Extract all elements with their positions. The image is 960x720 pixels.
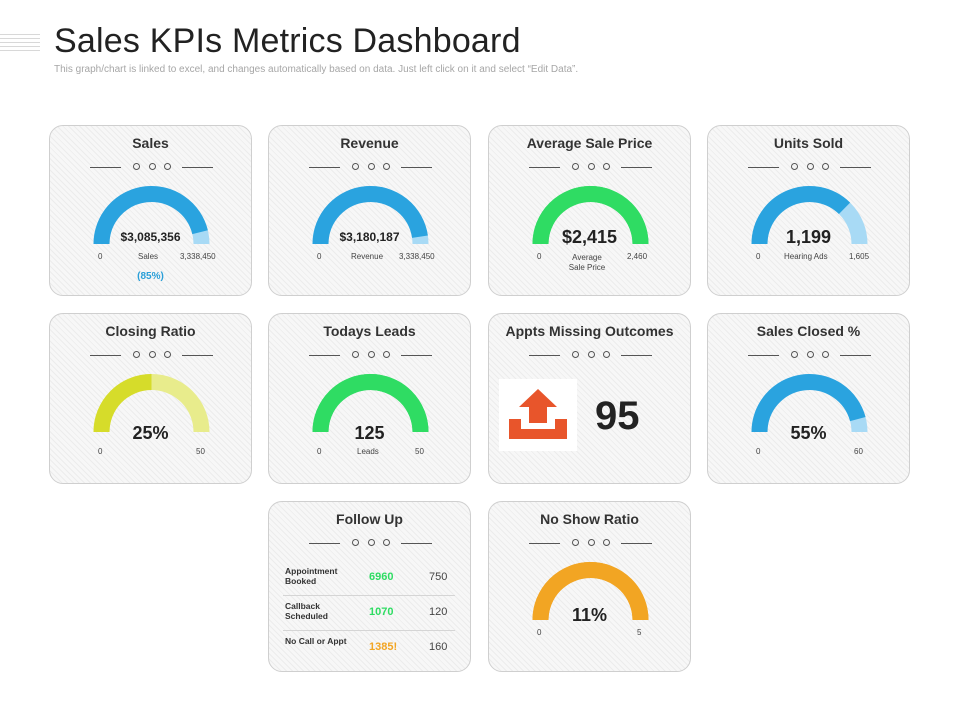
card-follow-up[interactable]: Follow Up Appointment Booked 6960 750 Ca… [268, 501, 471, 672]
row-label: Callback Scheduled [285, 601, 328, 621]
gauge-fill [751, 186, 851, 245]
card-title: Average Sale Price [526, 135, 653, 151]
todays-leads-value: 125 [354, 423, 385, 443]
gauge-fill [312, 186, 428, 245]
appts-missing-value: 95 [595, 394, 640, 438]
row-label: No Call or Appt [285, 636, 347, 646]
no-show-ratio-value: 11% [571, 605, 608, 625]
sales-closed-value: 55% [790, 423, 827, 443]
gauge-max-label: 60 [854, 447, 863, 456]
closing-ratio-gauge[interactable] [90, 372, 213, 434]
row-target: 160 [429, 641, 448, 653]
gauge-max-label: 3,338,450 [180, 252, 216, 261]
decorative-lines [0, 34, 40, 54]
card-revenue[interactable]: Revenue $3,180,187 0 Revenue 3,338,450 [268, 125, 471, 296]
gauge-mid-line-1: Average [572, 253, 602, 262]
card-divider [748, 351, 871, 361]
todays-leads-gauge[interactable] [309, 372, 432, 434]
gauge-mid-label: Average Sale Price [565, 253, 609, 273]
row-target: 750 [429, 571, 448, 583]
closing-ratio-value: 25% [132, 423, 169, 443]
card-appts-missing-outcomes[interactable]: Appts Missing Outcomes 95 [488, 313, 691, 484]
card-divider [90, 351, 213, 361]
card-average-sale-price[interactable]: Average Sale Price $2,415 0 Average Sale… [488, 125, 691, 296]
sales-closed-gauge[interactable] [748, 372, 871, 434]
page-subtitle: This graph/chart is linked to excel, and… [54, 64, 579, 75]
avg-sale-price-value: $2,415 [561, 227, 618, 247]
gauge-max-label: 1,605 [849, 252, 870, 261]
gauge-min-label: 0 [98, 447, 103, 456]
tray-shape [509, 419, 567, 439]
card-closing-ratio[interactable]: Closing Ratio 25% 0 50 [49, 313, 252, 484]
card-units-sold[interactable]: Units Sold 1,199 0 Hearing Ads 1,605 [707, 125, 910, 296]
card-sales-closed[interactable]: Sales Closed % 55% 0 60 [707, 313, 910, 484]
units-sold-value: 1,199 [785, 227, 832, 247]
card-title: Sales Closed % [756, 323, 861, 339]
gauge-min-label: 0 [537, 252, 542, 261]
gauge-mid-label: Leads [357, 447, 379, 456]
gauge-max-label: 3,338,450 [399, 252, 435, 261]
card-title: Todays Leads [323, 323, 416, 339]
revenue-gauge[interactable] [309, 184, 432, 246]
card-title: Follow Up [336, 511, 403, 527]
gauge-fill [532, 562, 649, 621]
card-sales[interactable]: Sales $3,085,356 0 Sales 3,338,450 (85%) [49, 125, 252, 296]
gauge-mid-line-2: Sale Price [568, 263, 606, 272]
gauge-fill [93, 374, 152, 433]
gauge-max-label: 2,460 [627, 252, 648, 261]
units-sold-gauge[interactable] [748, 184, 871, 246]
gauge-min-label: 0 [756, 252, 761, 261]
gauge-min-label: 0 [98, 252, 103, 261]
card-divider [529, 351, 652, 361]
card-title: Closing Ratio [105, 323, 196, 339]
card-divider [529, 539, 652, 549]
row-value: 6960 [369, 571, 394, 583]
row-target: 120 [429, 606, 448, 618]
card-divider [309, 539, 432, 549]
gauge-fill [312, 374, 429, 433]
gauge-mid-label: Sales [138, 252, 159, 261]
gauge-fill [532, 186, 649, 245]
card-divider [309, 351, 432, 361]
upload-tray-icon [499, 379, 577, 451]
gauge-max-label: 50 [415, 447, 424, 456]
gauge-fill [751, 374, 866, 433]
card-no-show-ratio[interactable]: No Show Ratio 11% 0 5 [488, 501, 691, 672]
table-row: Appointment Booked 6960 750 [283, 561, 455, 596]
card-title: Revenue [340, 135, 399, 151]
card-divider [748, 163, 871, 173]
card-title: Units Sold [773, 135, 844, 151]
avg-sale-price-gauge[interactable] [529, 184, 652, 246]
follow-up-table: Appointment Booked 6960 750 Callback Sch… [283, 561, 455, 665]
card-todays-leads[interactable]: Todays Leads 125 0 Leads 50 [268, 313, 471, 484]
card-title: Appts Missing Outcomes [505, 323, 674, 339]
no-show-ratio-gauge[interactable] [529, 560, 652, 622]
table-row: No Call or Appt 1385! 160 [283, 631, 455, 665]
gauge-min-label: 0 [756, 447, 761, 456]
page-title: Sales KPIs Metrics Dashboard [54, 22, 521, 60]
gauge-mid-label: Hearing Ads [784, 252, 828, 261]
row-value: 1070 [369, 606, 394, 618]
gauge-mid-label: Revenue [351, 252, 384, 261]
card-title: No Show Ratio [540, 511, 639, 527]
table-row: Callback Scheduled 1070 120 [283, 596, 455, 631]
gauge-min-label: 0 [317, 447, 322, 456]
card-divider [309, 163, 432, 173]
gauge-min-label: 0 [537, 628, 542, 637]
arrow-shape [519, 389, 557, 423]
gauge-min-label: 0 [317, 252, 322, 261]
card-title: Sales [132, 135, 169, 151]
revenue-value: $3,180,187 [339, 230, 400, 244]
gauge-max-label: 5 [637, 628, 642, 637]
gauge-max-label: 50 [196, 447, 205, 456]
sales-gauge[interactable] [90, 184, 213, 246]
row-label: Appointment Booked [285, 566, 338, 586]
row-value: 1385! [369, 641, 398, 653]
card-divider [90, 163, 213, 173]
sales-percent-note: (85%) [137, 271, 164, 282]
card-divider [529, 163, 652, 173]
gauge-fill [93, 186, 208, 245]
sales-value: $3,085,356 [120, 230, 181, 244]
